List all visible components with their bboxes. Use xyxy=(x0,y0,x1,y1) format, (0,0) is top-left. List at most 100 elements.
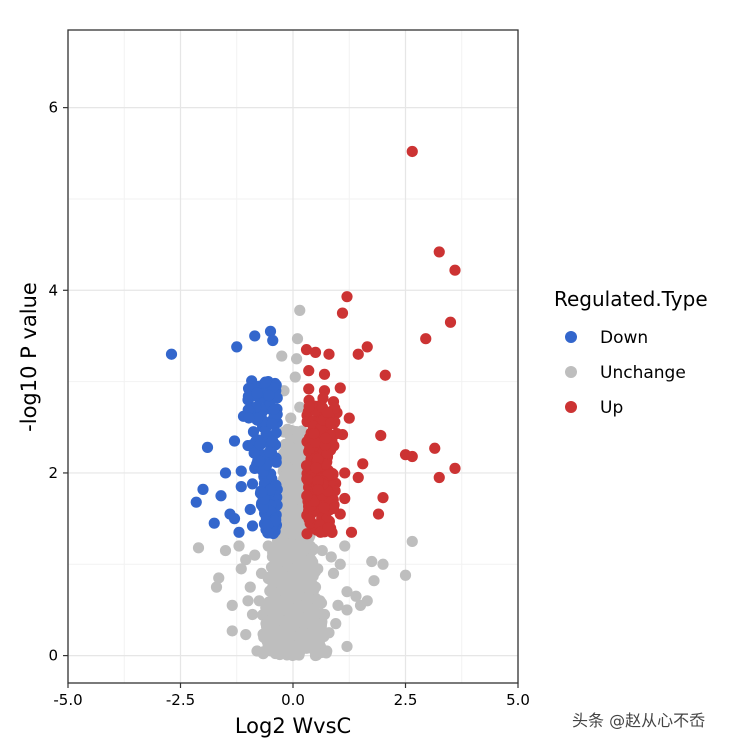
point-up xyxy=(339,467,351,479)
legend-label-up: Up xyxy=(600,398,623,418)
point-unchange xyxy=(251,645,263,657)
point-unchange xyxy=(294,304,306,316)
point-down-cloud xyxy=(243,412,255,424)
point-unchange xyxy=(294,646,306,658)
legend-label-unchange: Unchange xyxy=(600,363,686,383)
point-down xyxy=(165,348,178,360)
point-unchange xyxy=(213,572,225,584)
point-unchange xyxy=(246,608,259,621)
point-unchange xyxy=(334,558,346,570)
point-up-cloud xyxy=(309,436,322,448)
point-up-cloud xyxy=(301,490,313,502)
point-unchange xyxy=(240,628,252,641)
point-unchange xyxy=(276,572,288,584)
point-up xyxy=(334,382,346,394)
point-up-cloud xyxy=(328,440,340,452)
point-unchange xyxy=(280,462,292,474)
point-unchange xyxy=(260,618,272,630)
point-up xyxy=(352,471,364,484)
point-unchange xyxy=(291,353,303,365)
point-down-cloud xyxy=(247,426,260,438)
point-unchange xyxy=(210,581,223,593)
point-up-cloud xyxy=(318,502,330,514)
point-unchange xyxy=(282,439,295,452)
point-unchange xyxy=(291,426,304,438)
point-up-cloud xyxy=(320,432,332,444)
point-unchange-cloud xyxy=(279,547,292,559)
point-unchange xyxy=(291,333,304,345)
point-unchange xyxy=(280,647,292,659)
point-down xyxy=(246,520,259,532)
point-down xyxy=(267,334,279,347)
y-axis-title: -log10 P value xyxy=(17,282,41,432)
point-up-cloud xyxy=(312,483,324,496)
x-tick-label: 5.0 xyxy=(506,691,530,709)
y-tick-label: 4 xyxy=(48,281,58,299)
point-unchange xyxy=(267,586,279,598)
x-tick-label: 2.5 xyxy=(394,691,418,709)
point-unchange xyxy=(258,631,270,643)
point-down xyxy=(231,341,243,353)
point-unchange-cloud xyxy=(285,570,298,582)
point-unchange xyxy=(341,640,353,653)
point-unchange xyxy=(226,599,238,611)
point-up-cloud xyxy=(321,406,333,418)
point-unchange xyxy=(354,599,367,611)
point-up-cloud xyxy=(325,417,337,429)
point-unchange xyxy=(271,563,283,575)
point-up xyxy=(406,145,418,158)
point-unchange xyxy=(262,604,274,616)
point-unchange xyxy=(316,544,328,557)
point-unchange xyxy=(282,604,295,616)
point-up-cloud xyxy=(303,513,315,525)
point-up xyxy=(420,333,432,345)
point-unchange xyxy=(249,549,261,561)
point-down-cloud xyxy=(268,403,280,416)
point-down-cloud xyxy=(270,427,282,439)
legend-swatch-up xyxy=(565,401,577,413)
point-unchange xyxy=(192,542,205,554)
y-tick-label: 6 xyxy=(48,99,58,117)
point-up xyxy=(429,442,441,454)
point-down-cloud xyxy=(253,455,266,467)
point-unchange xyxy=(278,624,290,636)
point-unchange xyxy=(262,540,274,552)
legend-swatch-down xyxy=(565,331,577,343)
point-unchange xyxy=(368,575,380,587)
point-unchange xyxy=(282,523,295,536)
point-up-cloud xyxy=(327,502,339,515)
x-axis-title: Log2 WvsC xyxy=(235,714,351,738)
point-up xyxy=(318,368,331,380)
point-unchange xyxy=(350,590,362,602)
legend-label-down: Down xyxy=(600,328,648,348)
point-unchange xyxy=(323,627,335,639)
point-unchange xyxy=(233,540,245,552)
point-up-cloud xyxy=(312,475,324,487)
point-unchange xyxy=(296,627,308,639)
point-down-cloud xyxy=(259,376,272,388)
point-unchange-cloud xyxy=(285,473,297,486)
point-up xyxy=(361,341,373,353)
point-down xyxy=(215,490,227,502)
x-tick-label: 0.0 xyxy=(281,691,305,709)
point-up xyxy=(375,429,387,442)
point-up xyxy=(379,369,391,381)
legend-title: Regulated.Type xyxy=(554,287,708,311)
point-unchange-cloud xyxy=(301,604,313,616)
point-unchange xyxy=(341,586,353,598)
point-down xyxy=(233,526,245,538)
point-up xyxy=(433,246,445,258)
point-unchange xyxy=(314,622,326,634)
point-unchange xyxy=(305,554,317,566)
point-up xyxy=(336,307,349,319)
point-up xyxy=(303,365,315,377)
point-down-cloud xyxy=(266,435,278,448)
point-down xyxy=(228,513,241,525)
point-down xyxy=(201,441,214,453)
point-unchange xyxy=(219,544,232,557)
point-down xyxy=(249,330,261,342)
point-up xyxy=(433,471,445,484)
point-unchange xyxy=(406,535,418,548)
point-up xyxy=(406,450,418,463)
point-up xyxy=(449,462,461,474)
